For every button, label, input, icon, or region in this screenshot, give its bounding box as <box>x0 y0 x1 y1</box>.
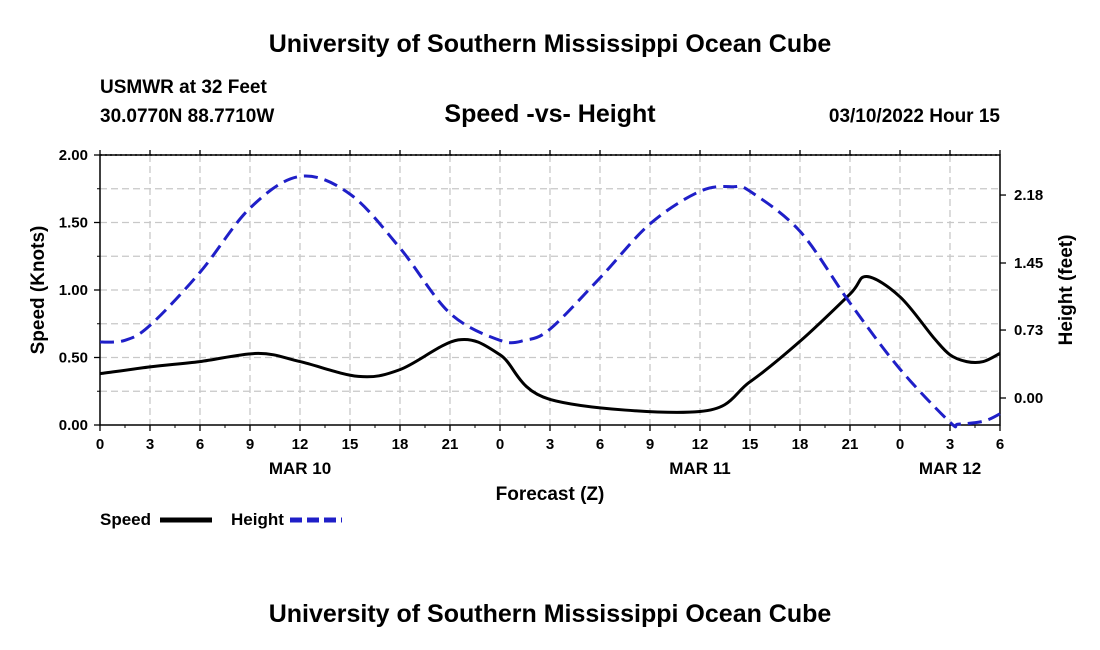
x-tick-label: 15 <box>342 436 359 453</box>
station-label: USMWR at 32 Feet <box>100 77 267 98</box>
y-right-tick-label: 1.45 <box>1014 255 1043 272</box>
x-tick-label: 0 <box>96 436 104 453</box>
y-left-tick-label: 1.50 <box>59 215 88 232</box>
x-tick-label: 3 <box>146 436 154 453</box>
date-label: MAR 11 <box>669 459 730 478</box>
date-label: MAR 10 <box>269 459 331 478</box>
x-tick-label: 3 <box>546 436 554 453</box>
y-right-tick-label: 0.73 <box>1014 322 1043 339</box>
x-tick-label: 0 <box>496 436 504 453</box>
x-tick-label: 18 <box>792 436 809 453</box>
grid-layer <box>100 155 1000 425</box>
x-tick-label: 9 <box>246 436 254 453</box>
coordinates-label: 30.0770N 88.7710W <box>100 106 275 127</box>
y-left-tick-label: 1.00 <box>59 282 88 299</box>
legend: Speed Height <box>100 510 342 529</box>
x-tick-label: 21 <box>842 436 859 453</box>
series-line-height <box>99 174 1001 429</box>
main-title: University of Southern Mississippi Ocean… <box>268 30 832 58</box>
x-tick-label: 12 <box>292 436 309 453</box>
x-tick-label: 6 <box>996 436 1004 453</box>
date-label: MAR 12 <box>919 459 981 478</box>
x-tick-label: 6 <box>596 436 604 453</box>
y-axis-title-right: Height (feet) <box>1056 235 1077 346</box>
axes-layer: 0 3 6 9 12 15 18 21 0 3 6 9 12 15 18 21 0 3 6 MAR 10 MAR 11 M… <box>59 147 1043 478</box>
x-tick-label: 3 <box>946 436 954 453</box>
x-axis-title: Forecast (Z) <box>496 484 605 505</box>
x-tick-label: 6 <box>196 436 204 453</box>
x-tick-label: 15 <box>742 436 759 453</box>
x-tick-label: 12 <box>692 436 709 453</box>
legend-label-height: Height <box>231 510 284 529</box>
y-right-tick-label: 2.18 <box>1014 187 1043 204</box>
x-tick-label: 9 <box>646 436 654 453</box>
chart-title: Speed -vs- Height <box>444 100 656 128</box>
x-tick-label: 21 <box>442 436 459 453</box>
series-line-speed <box>99 275 1001 414</box>
y-axis-title-left: Speed (Knots) <box>28 226 49 355</box>
y-left-tick-label: 0.50 <box>59 350 88 367</box>
x-tick-label: 0 <box>896 436 904 453</box>
x-tick-label: 18 <box>392 436 409 453</box>
y-right-tick-label: 0.00 <box>1014 390 1043 407</box>
datetime-label: 03/10/2022 Hour 15 <box>828 106 1000 127</box>
y-left-tick-label: 0.00 <box>59 417 88 434</box>
y-left-tick-label: 2.00 <box>59 147 88 164</box>
footer-title: University of Southern Mississippi Ocean… <box>268 600 832 628</box>
series-layer <box>99 174 1001 429</box>
legend-label-speed: Speed <box>100 510 151 529</box>
